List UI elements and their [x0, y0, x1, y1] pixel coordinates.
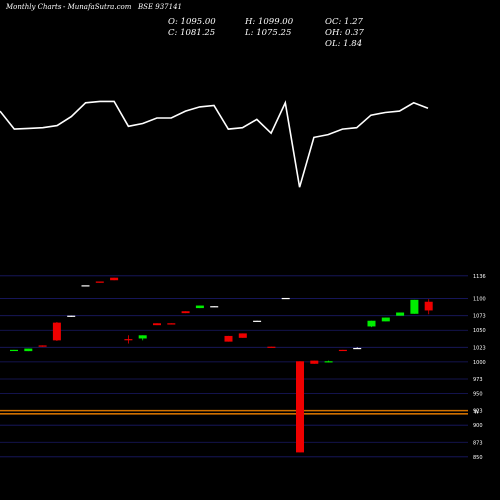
close-value: C: 1081.25 — [168, 28, 216, 38]
candle-body — [210, 306, 219, 308]
candle-body — [67, 315, 76, 317]
y-tick-label: 900 — [473, 423, 483, 429]
y-tick-label: 1023 — [473, 345, 486, 351]
y-tick-label: 973 — [473, 377, 483, 383]
ol-value: OL: 1.84 — [325, 39, 363, 49]
open-value: O: 1095.00 — [168, 17, 216, 27]
candle-body — [353, 347, 362, 350]
candle-body — [138, 335, 147, 339]
candle-body — [410, 299, 419, 314]
candle-body — [338, 349, 347, 352]
y-tick-label: 923 — [473, 409, 483, 415]
candle-body — [95, 281, 104, 283]
candle-body — [281, 297, 290, 300]
candle-body — [396, 312, 405, 316]
candle-body — [10, 349, 18, 352]
candle-body — [81, 285, 90, 287]
candle-body — [124, 339, 133, 341]
candle-body — [310, 360, 319, 364]
oc-value: OC: 1.27 — [325, 17, 363, 27]
y-tick-label: 873 — [473, 440, 483, 446]
candle-body — [267, 346, 276, 348]
candle-body — [110, 277, 119, 281]
y-tick-label: 1136 — [473, 274, 486, 280]
candle-body — [253, 320, 262, 322]
candle-body — [195, 305, 204, 309]
y-tick-label: 850 — [473, 455, 483, 461]
symbol-label: BSE 937141 — [138, 3, 182, 11]
support-marker-label: W — [474, 410, 479, 416]
candle-body — [224, 335, 233, 342]
y-tick-label: 1073 — [473, 314, 486, 320]
candle-body — [324, 361, 333, 363]
y-tick-label: 1100 — [473, 297, 486, 303]
candle-body — [238, 333, 247, 338]
price-line — [0, 100, 429, 188]
candle-body — [153, 323, 161, 326]
candle-body — [38, 345, 47, 347]
candle-body — [24, 348, 33, 352]
candle-body — [381, 317, 390, 322]
candle-body — [52, 322, 61, 341]
y-tick-label: 950 — [473, 392, 483, 398]
low-value: L: 1075.25 — [245, 28, 292, 38]
y-tick-label: 1000 — [473, 360, 486, 366]
candle-body — [181, 311, 190, 314]
site-label: - MunafaSutra.com — [63, 3, 132, 11]
candle-body — [296, 361, 304, 453]
candle-body — [167, 323, 176, 325]
y-tick-label: 1050 — [473, 328, 486, 334]
high-value: H: 1099.00 — [245, 17, 294, 27]
candle-body — [367, 320, 376, 327]
candle-body — [424, 301, 433, 311]
oh-value: OH: 0.37 — [325, 28, 364, 38]
chart-type-label: Monthly Charts — [6, 3, 62, 11]
